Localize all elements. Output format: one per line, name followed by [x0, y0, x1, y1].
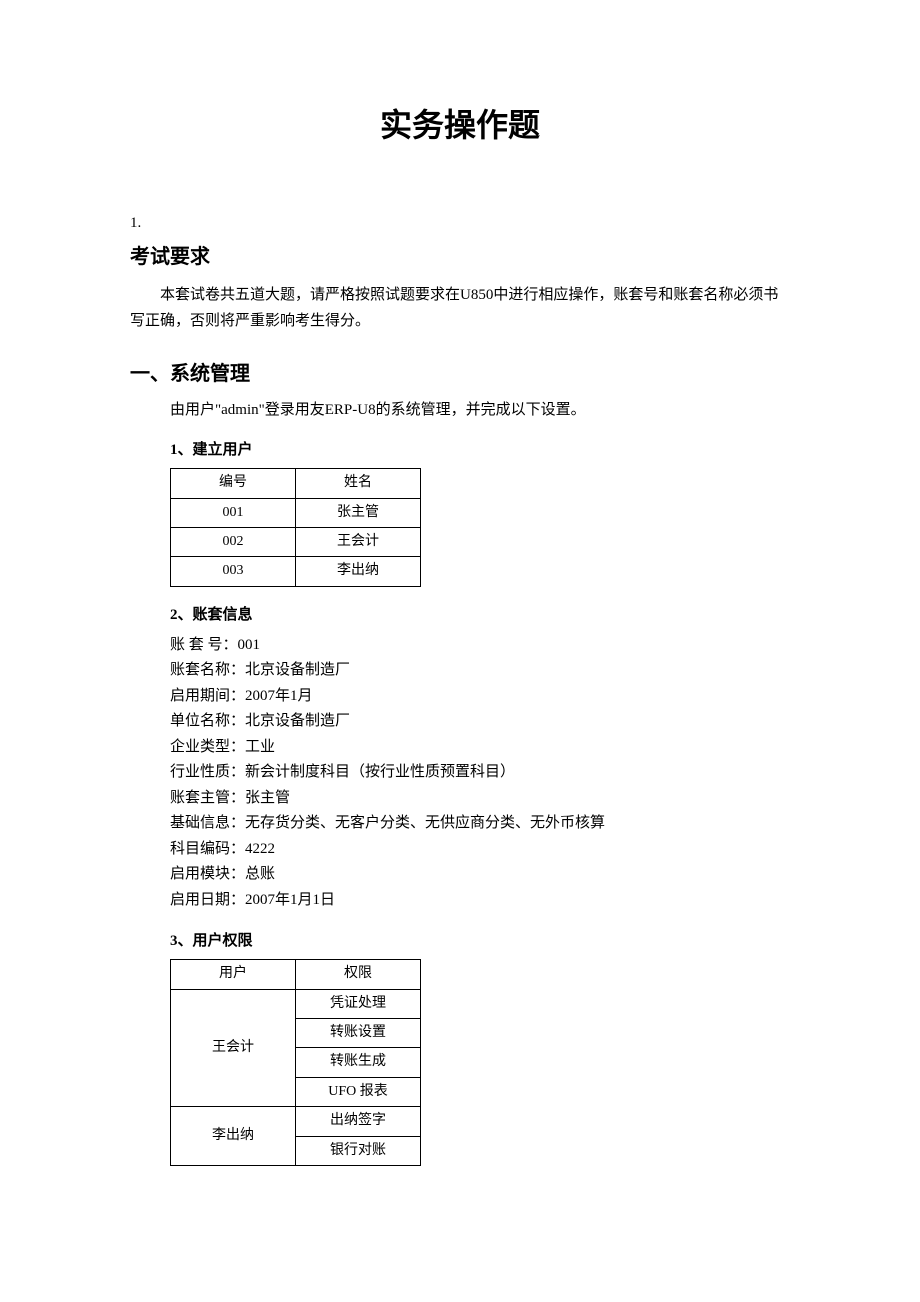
sub3-heading: 3、用户权限 [170, 929, 790, 953]
table-cell: 002 [171, 527, 296, 556]
table-row: 003李出纳 [171, 557, 421, 586]
table-cell: 王会计 [296, 527, 421, 556]
users-table: 编号 姓名 001张主管002王会计003李出纳 [170, 468, 421, 587]
col-perm: 权限 [296, 960, 421, 989]
info-item: 行业性质：新会计制度科目（按行业性质预置科目） [170, 760, 790, 786]
info-item: 单位名称：北京设备制造厂 [170, 709, 790, 735]
section1-heading: 一、系统管理 [130, 358, 790, 390]
table-row: 王会计凭证处理 [171, 989, 421, 1018]
info-item: 启用日期：2007年1月1日 [170, 888, 790, 914]
perm-cell: UFO 报表 [296, 1077, 421, 1106]
sub1-heading: 1、建立用户 [170, 438, 790, 462]
exam-requirement-heading: 考试要求 [130, 241, 790, 273]
table-cell: 李出纳 [296, 557, 421, 586]
info-item: 账 套 号：001 [170, 633, 790, 659]
table-header-row: 用户 权限 [171, 960, 421, 989]
info-item: 启用模块：总账 [170, 862, 790, 888]
perm-cell: 转账生成 [296, 1048, 421, 1077]
sub2-heading: 2、账套信息 [170, 603, 790, 627]
exam-requirement-text: 本套试卷共五道大题，请严格按照试题要求在U850中进行相应操作，账套号和账套名称… [130, 283, 790, 334]
user-cell: 王会计 [171, 989, 296, 1107]
section1-intro: 由用户"admin"登录用友ERP-U8的系统管理，并完成以下设置。 [170, 398, 790, 422]
info-item: 账套名称：北京设备制造厂 [170, 658, 790, 684]
info-item: 企业类型：工业 [170, 735, 790, 761]
table-cell: 001 [171, 498, 296, 527]
perm-cell: 出纳签字 [296, 1107, 421, 1136]
col-id: 编号 [171, 469, 296, 498]
perm-cell: 银行对账 [296, 1136, 421, 1165]
table-cell: 张主管 [296, 498, 421, 527]
table-row: 002王会计 [171, 527, 421, 556]
perm-cell: 凭证处理 [296, 989, 421, 1018]
user-cell: 李出纳 [171, 1107, 296, 1166]
table-row: 001张主管 [171, 498, 421, 527]
col-user: 用户 [171, 960, 296, 989]
info-item: 账套主管：张主管 [170, 786, 790, 812]
info-item: 科目编码：4222 [170, 837, 790, 863]
doc-title: 实务操作题 [130, 100, 790, 151]
table-header-row: 编号 姓名 [171, 469, 421, 498]
perm-cell: 转账设置 [296, 1019, 421, 1048]
info-item: 启用期间：2007年1月 [170, 684, 790, 710]
account-info-list: 账 套 号：001账套名称：北京设备制造厂启用期间：2007年1月单位名称：北京… [170, 633, 790, 914]
col-name: 姓名 [296, 469, 421, 498]
question-number: 1. [130, 211, 790, 235]
permissions-table: 用户 权限 王会计凭证处理转账设置转账生成UFO 报表李出纳出纳签字银行对账 [170, 959, 421, 1166]
table-row: 李出纳出纳签字 [171, 1107, 421, 1136]
info-item: 基础信息：无存货分类、无客户分类、无供应商分类、无外币核算 [170, 811, 790, 837]
table-cell: 003 [171, 557, 296, 586]
